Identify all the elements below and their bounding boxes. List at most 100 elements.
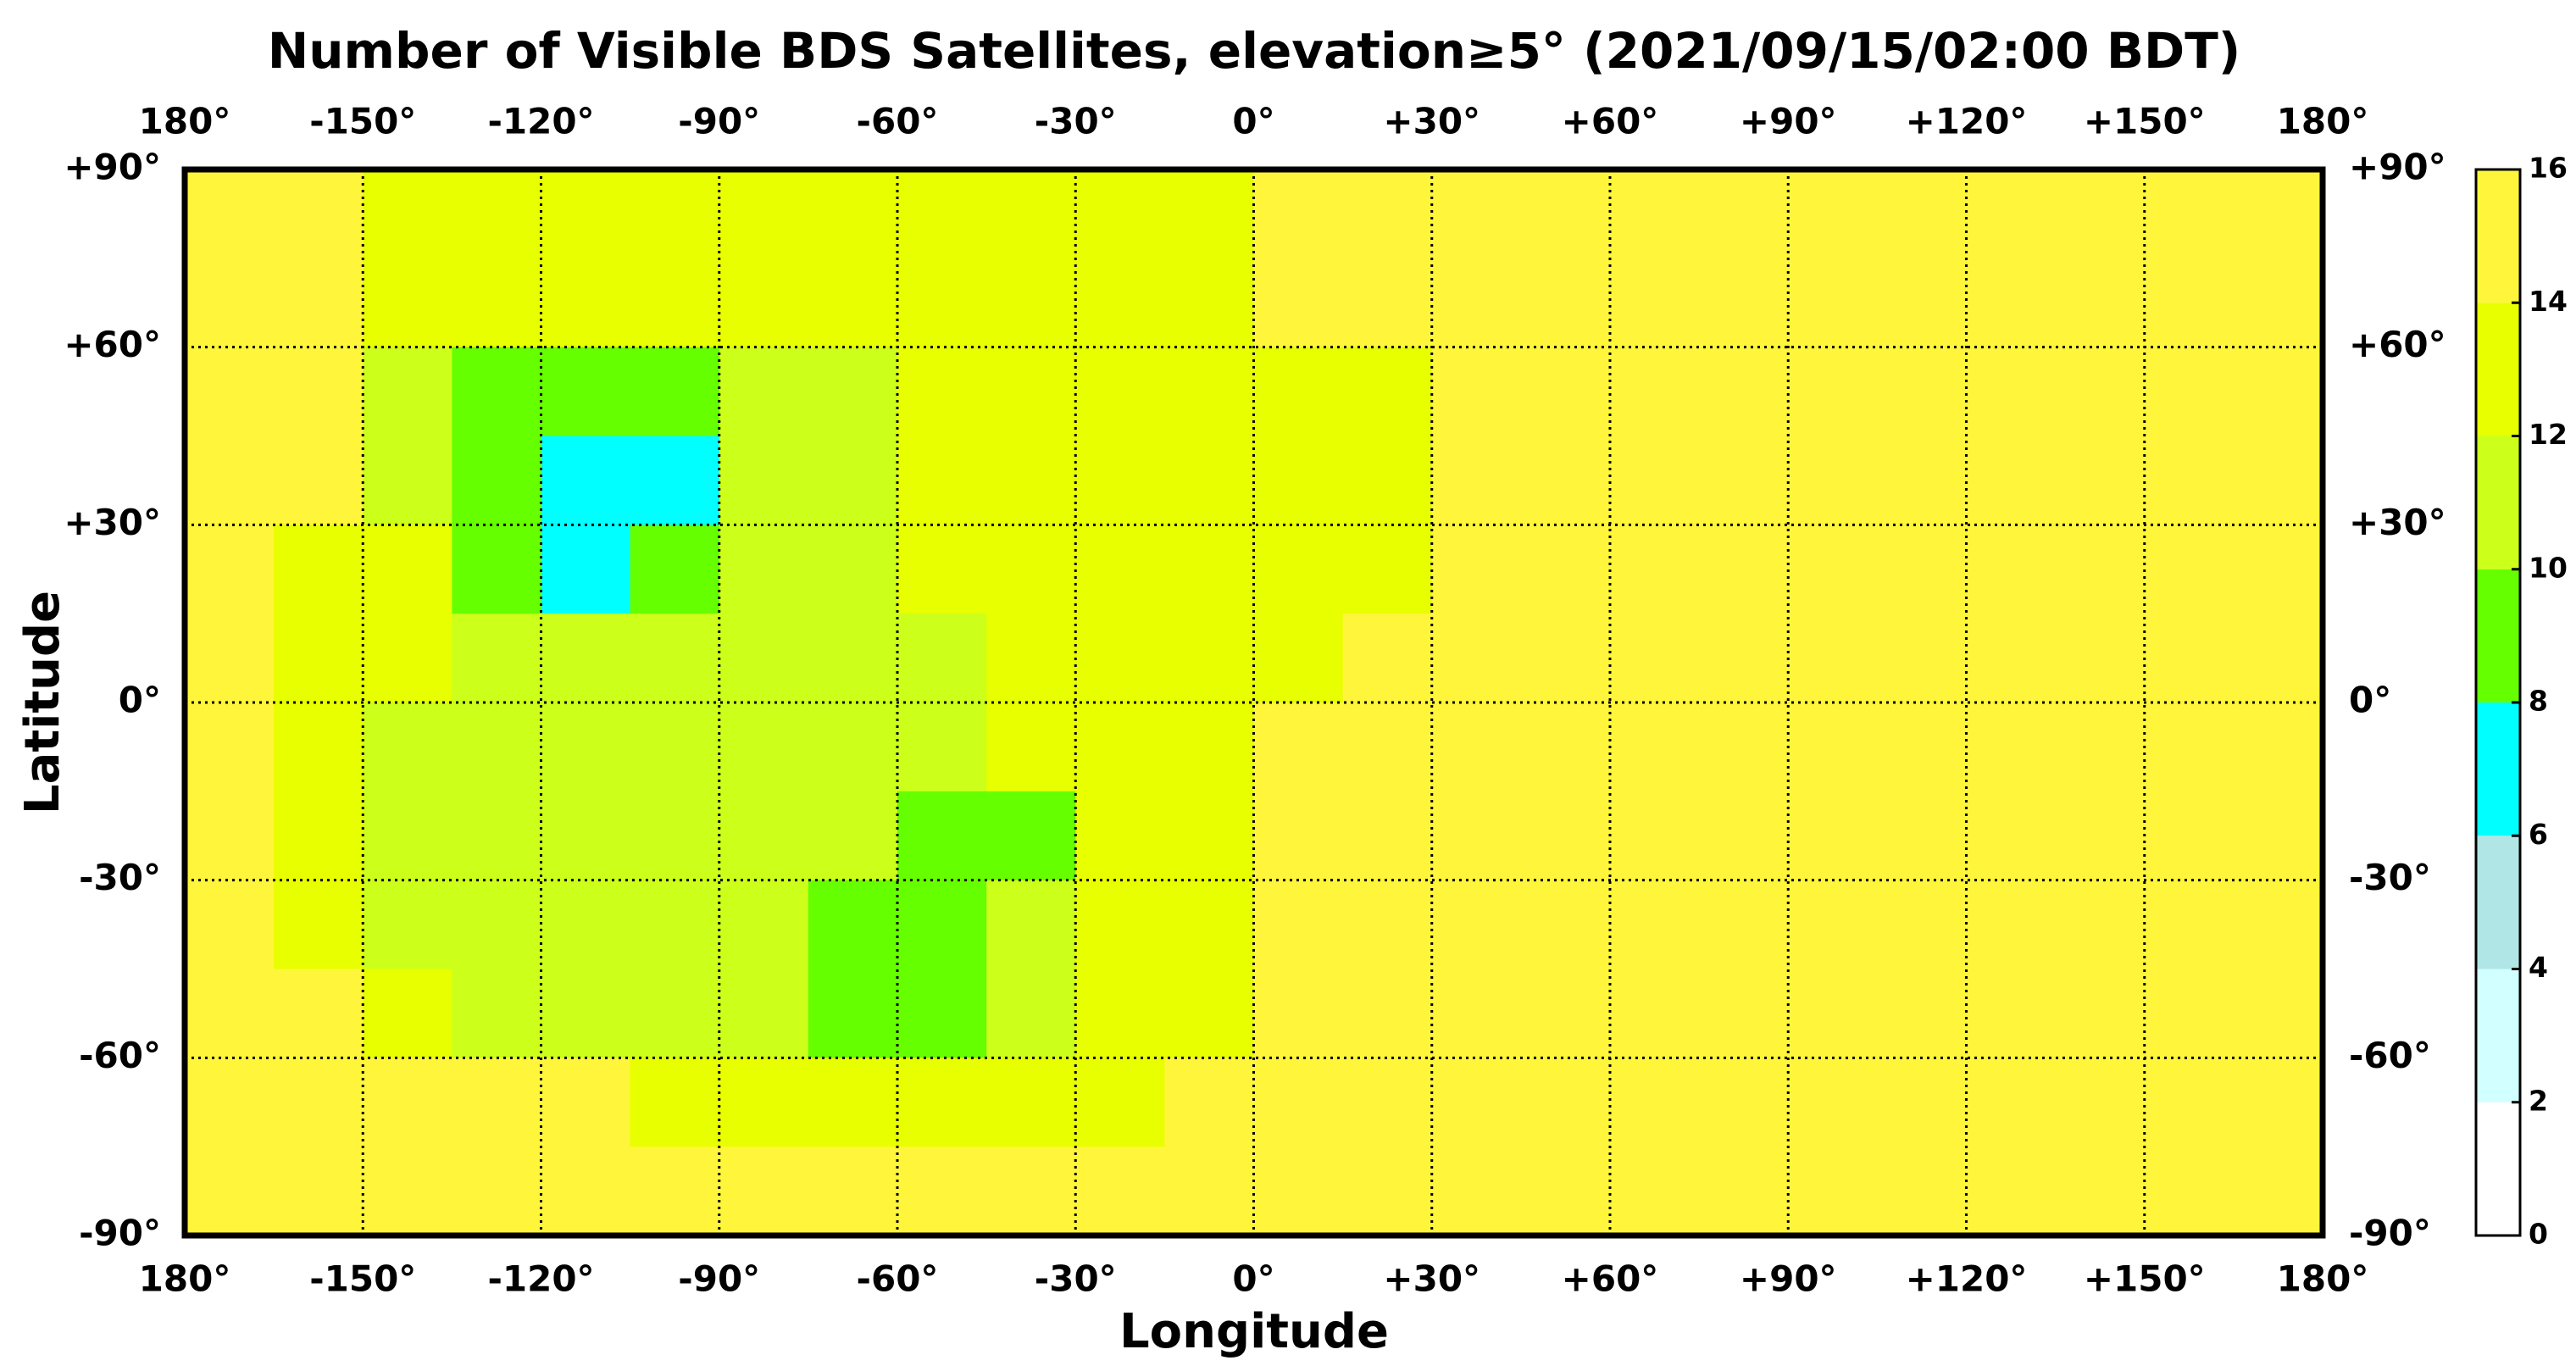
x-tick-label: +30°	[1383, 1258, 1480, 1300]
cell	[1253, 525, 1344, 614]
cell	[452, 880, 542, 970]
cell	[1253, 1058, 1344, 1147]
cell	[185, 1058, 275, 1147]
cell	[274, 969, 364, 1058]
heatmap	[185, 169, 2323, 1236]
colorbar-tick-label: 12	[2529, 418, 2568, 451]
cell	[2144, 614, 2235, 703]
cell	[541, 614, 631, 703]
cell	[1610, 347, 1700, 437]
cell	[363, 969, 452, 1058]
cell	[185, 347, 275, 437]
cell	[1253, 614, 1344, 703]
cell	[1520, 614, 1611, 703]
cell	[2233, 702, 2323, 792]
cell	[363, 1147, 452, 1236]
cell	[719, 1058, 809, 1147]
x-tick-label: 0°	[1232, 1258, 1274, 1300]
cell	[1431, 702, 1522, 792]
cell	[1788, 436, 1878, 525]
cell	[1520, 258, 1611, 348]
cell	[1966, 969, 2057, 1058]
cell	[897, 169, 987, 259]
x-axis-label: Longitude	[1119, 1304, 1389, 1359]
cell	[1164, 436, 1255, 525]
cell	[1164, 258, 1255, 348]
cell	[541, 1147, 631, 1236]
cell	[986, 969, 1076, 1058]
cell	[808, 880, 898, 970]
cell	[1610, 702, 1700, 792]
cell	[185, 169, 275, 259]
y-tick-label: -90°	[79, 1213, 161, 1254]
cell	[1431, 614, 1522, 703]
cell	[1788, 614, 1878, 703]
cell	[363, 169, 452, 259]
cell	[1431, 880, 1522, 970]
cell	[1877, 169, 1968, 259]
cell	[1253, 169, 1344, 259]
cell	[1877, 614, 1968, 703]
cell	[808, 1147, 898, 1236]
cell	[1342, 347, 1433, 437]
cell	[1431, 1058, 1522, 1147]
cell	[363, 347, 452, 437]
cell	[1788, 880, 1878, 970]
cell	[1075, 614, 1165, 703]
cell	[1699, 702, 1789, 792]
cell	[2144, 525, 2235, 614]
cell	[986, 258, 1076, 348]
cell	[1877, 436, 1968, 525]
cell	[1431, 347, 1522, 437]
x-tick-label: +150°	[2084, 1258, 2206, 1300]
cell	[2144, 702, 2235, 792]
cell	[1788, 791, 1878, 881]
colorbar: 0 2 4 6 8 10 12 14 16	[2474, 152, 2568, 1251]
cell	[897, 791, 987, 881]
cell	[1966, 1147, 2057, 1236]
cell	[986, 436, 1076, 525]
cell	[1342, 436, 1433, 525]
colorbar-segment	[2476, 436, 2520, 569]
cell	[808, 169, 898, 259]
cell	[452, 436, 542, 525]
cell	[1966, 614, 2057, 703]
cell	[1164, 347, 1255, 437]
cell	[2233, 880, 2323, 970]
cell	[363, 1058, 452, 1147]
colorbar-segment	[2476, 969, 2520, 1102]
cell	[2233, 169, 2323, 259]
cell	[2144, 436, 2235, 525]
cell	[1342, 880, 1433, 970]
x-tick-label: +30°	[1383, 101, 1480, 142]
colorbar-tick-label: 2	[2529, 1084, 2548, 1117]
cell	[1520, 436, 1611, 525]
cell	[541, 1058, 631, 1147]
cell	[185, 258, 275, 348]
cell	[1520, 880, 1611, 970]
cell	[1699, 347, 1789, 437]
x-tick-label: 180°	[139, 1258, 231, 1300]
y-tick-label: -60°	[79, 1035, 161, 1076]
y-tick-label: -30°	[79, 857, 161, 898]
colorbar-tick-label: 0	[2529, 1218, 2548, 1251]
cell	[1966, 347, 2057, 437]
cell	[274, 614, 364, 703]
cell	[452, 1147, 542, 1236]
cell	[2055, 880, 2146, 970]
cell	[1699, 169, 1789, 259]
cell	[1788, 525, 1878, 614]
x-tick-label: -30°	[1035, 101, 1117, 142]
cell	[2233, 347, 2323, 437]
cell	[1877, 347, 1968, 437]
cell	[185, 880, 275, 970]
cell	[986, 525, 1076, 614]
cell	[719, 347, 809, 437]
cell	[630, 258, 720, 348]
cell	[719, 258, 809, 348]
cell	[185, 614, 275, 703]
cell	[1253, 969, 1344, 1058]
x-tick-label: 180°	[139, 101, 231, 142]
cell	[2144, 880, 2235, 970]
cell	[2233, 969, 2323, 1058]
